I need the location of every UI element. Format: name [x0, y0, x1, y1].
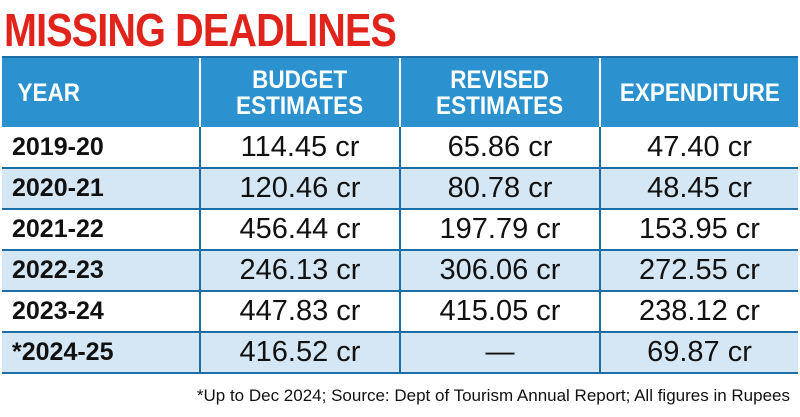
expenditure-cell: 238.12 cr [600, 291, 798, 333]
cell-value: 306.06 cr [439, 254, 561, 286]
year-cell: *2024-25 [2, 332, 201, 374]
cell-value: 246.13 cr [239, 254, 361, 286]
cell-value: 114.45 cr [240, 130, 360, 163]
header-year: YEAR [2, 58, 201, 127]
data-table-container: YEAR BUDGET ESTIMATES REVISED ESTIMATES EXPEN… [2, 56, 798, 377]
cell-value: 415.05 cr [439, 295, 561, 327]
revised-estimate-cell: 306.06 cr [400, 250, 601, 292]
cell-value: 272.55 cr [639, 254, 760, 286]
cell-value: 47.40 cr [647, 130, 752, 163]
header-row: YEAR BUDGET ESTIMATES REVISED ESTIMATES EXPEN… [2, 58, 798, 127]
expenditure-cell: 272.55 cr [600, 250, 798, 292]
cell-value: 69.87 cr [647, 336, 752, 368]
table-row: 2020-21 120.46 cr 80.78 cr 48.45 cr [2, 168, 798, 210]
cell-value: 238.12 cr [639, 295, 760, 327]
cell-value: 2022-23 [12, 256, 104, 284]
expenditure-cell: 47.40 cr [600, 127, 798, 169]
budget-estimate-cell: 447.83 cr [200, 291, 401, 333]
budget-estimate-cell: 246.13 cr [200, 250, 401, 292]
revised-estimate-cell: 197.79 cr [400, 209, 601, 251]
expenditure-cell: 48.45 cr [600, 168, 798, 210]
revised-estimate-cell: 415.05 cr [400, 291, 601, 333]
cell-value: 447.83 cr [239, 295, 361, 327]
cell-value: 80.78 cr [447, 172, 553, 204]
budget-estimate-cell: 120.46 cr [200, 168, 401, 210]
cell-value: 2020-21 [12, 174, 104, 202]
cell-value: — [485, 336, 515, 368]
year-cell: 2023-24 [2, 291, 201, 333]
cell-value: 456.44 cr [239, 213, 361, 245]
chart-title: MISSING DEADLINES [4, 4, 397, 56]
cell-value: 48.45 cr [647, 172, 752, 204]
revised-estimate-cell: 80.78 cr [400, 168, 601, 210]
cell-value: 2019-20 [12, 132, 104, 161]
cell-value: 2023-24 [12, 297, 104, 325]
header-label: YEAR [17, 78, 80, 107]
table-row: 2021-22 456.44 cr 197.79 cr 153.95 cr [2, 209, 798, 251]
budget-estimate-cell: 456.44 cr [200, 209, 401, 251]
revised-estimate-cell: — [400, 332, 601, 374]
header-expenditure: EXPENDITURE [600, 58, 798, 127]
table-row: 2019-20 114.45 cr 65.86 cr 47.40 cr [2, 127, 798, 169]
cell-value: 65.86 cr [447, 130, 553, 163]
cell-value: 2021-22 [12, 215, 104, 243]
cell-value: 120.46 cr [239, 172, 361, 204]
year-cell: 2021-22 [2, 209, 201, 251]
table-row: 2023-24 447.83 cr 415.05 cr 238.12 cr [2, 291, 798, 333]
cell-value: 197.79 cr [439, 213, 561, 245]
year-cell: 2019-20 [2, 127, 201, 169]
table-body: 2019-20 114.45 cr 65.86 cr 47.40 cr 2020-21 1… [2, 127, 798, 374]
expenditure-cell: 69.87 cr [600, 332, 798, 374]
data-table: YEAR BUDGET ESTIMATES REVISED ESTIMATES EXPEN… [2, 58, 798, 374]
header-budget-estimates: BUDGET ESTIMATES [200, 58, 401, 127]
header-label: BUDGET ESTIMATES [236, 65, 364, 120]
header-revised-estimates: REVISED ESTIMATES [400, 58, 601, 127]
cell-value: 416.52 cr [239, 336, 361, 368]
cell-value: *2024-25 [12, 338, 114, 366]
year-cell: 2020-21 [2, 168, 201, 210]
cell-value: 153.95 cr [639, 213, 760, 245]
year-cell: 2022-23 [2, 250, 201, 292]
budget-estimate-cell: 114.45 cr [200, 127, 401, 169]
revised-estimate-cell: 65.86 cr [400, 127, 601, 169]
header-label: REVISED ESTIMATES [436, 65, 564, 120]
table-row: 2022-23 246.13 cr 306.06 cr 272.55 cr [2, 250, 798, 292]
header-label: EXPENDITURE [619, 78, 780, 107]
table-header: YEAR BUDGET ESTIMATES REVISED ESTIMATES EXPEN… [2, 58, 798, 127]
expenditure-cell: 153.95 cr [600, 209, 798, 251]
table-row: *2024-25 416.52 cr — 69.87 cr [2, 332, 798, 374]
budget-estimate-cell: 416.52 cr [200, 332, 401, 374]
footnote: *Up to Dec 2024; Source: Dept of Tourism… [196, 386, 790, 405]
